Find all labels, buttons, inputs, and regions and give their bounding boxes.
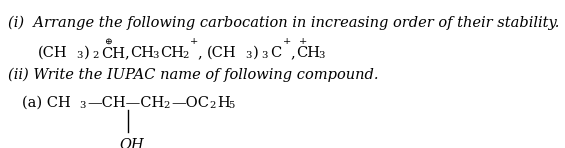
Text: ⊕: ⊕ [104,37,112,46]
Text: +: + [299,37,307,46]
Text: 3: 3 [76,51,82,60]
Text: 3: 3 [152,51,158,60]
Text: H: H [217,96,230,110]
Text: 2: 2 [209,101,215,110]
Text: ): ) [84,46,90,60]
Text: +: + [283,37,291,46]
Text: ): ) [253,46,259,60]
Text: 3: 3 [79,101,85,110]
Text: —OC: —OC [171,96,209,110]
Text: (ii) Write the IUPAC name of following compound.: (ii) Write the IUPAC name of following c… [8,68,379,82]
Text: (CH: (CH [207,46,237,60]
Text: 3: 3 [318,51,324,60]
Text: 2: 2 [163,101,170,110]
Text: CH: CH [160,46,184,60]
Text: —CH—CH: —CH—CH [87,96,164,110]
Text: 2: 2 [92,51,98,60]
Text: 5: 5 [228,101,234,110]
Text: C: C [270,46,281,60]
Text: 3: 3 [261,51,267,60]
Text: OH: OH [119,138,144,148]
Text: ,: , [197,46,202,60]
Text: CH: CH [296,46,320,60]
Text: (a) CH: (a) CH [22,96,71,110]
Text: ,: , [290,46,295,60]
Text: CH: CH [130,46,154,60]
Text: (CH: (CH [38,46,68,60]
Text: 3: 3 [245,51,251,60]
Text: +: + [190,37,198,46]
Text: 2: 2 [182,51,188,60]
Text: CH,: CH, [101,46,130,60]
Text: (i)  Arrange the following carbocation in increasing order of their stability.: (i) Arrange the following carbocation in… [8,16,559,30]
